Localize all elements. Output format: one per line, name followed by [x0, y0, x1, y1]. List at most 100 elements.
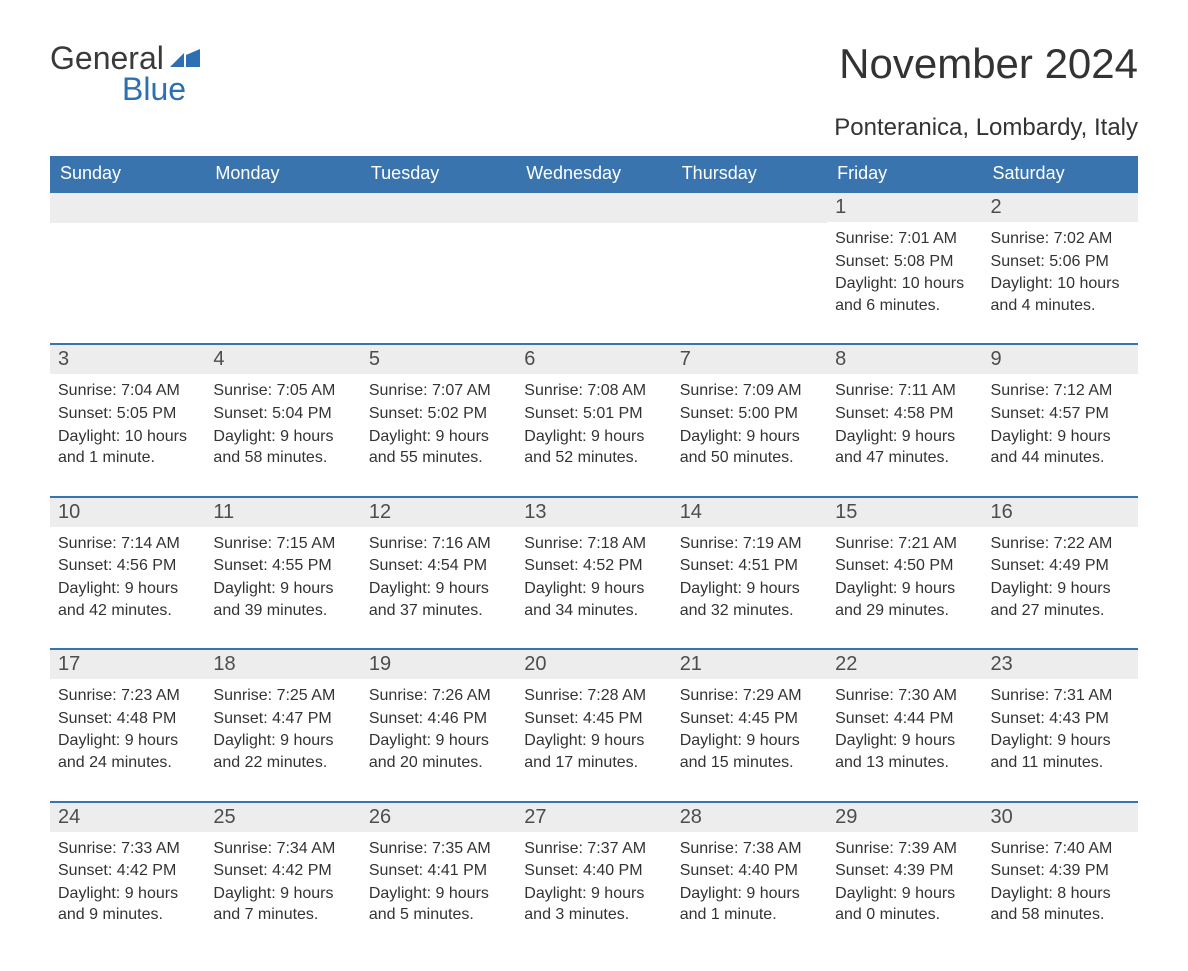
day-cell: 5Sunrise: 7:07 AMSunset: 5:02 PMDaylight…	[361, 345, 516, 473]
day-details: Sunrise: 7:33 AMSunset: 4:42 PMDaylight:…	[50, 832, 205, 931]
day-number: 19	[361, 650, 516, 679]
daylight-text: Daylight: 9 hours and 3 minutes.	[524, 883, 663, 926]
day-details: Sunrise: 7:38 AMSunset: 4:40 PMDaylight:…	[672, 832, 827, 931]
day-details: Sunrise: 7:34 AMSunset: 4:42 PMDaylight:…	[205, 832, 360, 931]
day-number: 5	[361, 345, 516, 374]
day-cell: 9Sunrise: 7:12 AMSunset: 4:57 PMDaylight…	[983, 345, 1138, 473]
day-number: 26	[361, 803, 516, 832]
day-details: Sunrise: 7:29 AMSunset: 4:45 PMDaylight:…	[672, 679, 827, 778]
daylight-text: Daylight: 8 hours and 58 minutes.	[991, 883, 1130, 926]
day-cell: 10Sunrise: 7:14 AMSunset: 4:56 PMDayligh…	[50, 498, 205, 626]
day-number	[672, 193, 827, 223]
location-text: Ponteranica, Lombardy, Italy	[50, 114, 1138, 142]
day-number: 3	[50, 345, 205, 374]
weekday-header: Wednesday	[516, 156, 671, 191]
day-cell: 16Sunrise: 7:22 AMSunset: 4:49 PMDayligh…	[983, 498, 1138, 626]
day-cell: 22 Sunrise: 7:30 AMSunset: 4:44 PMDayligh…	[827, 650, 982, 778]
sunrise-text: Sunrise: 7:38 AM	[680, 838, 819, 860]
day-cell: 19Sunrise: 7:26 AMSunset: 4:46 PMDayligh…	[361, 650, 516, 778]
day-number: 2	[983, 193, 1138, 222]
weekday-header: Friday	[827, 156, 982, 191]
daylight-text: Daylight: 9 hours and 37 minutes.	[369, 578, 508, 621]
day-cell: 18Sunrise: 7:25 AMSunset: 4:47 PMDayligh…	[205, 650, 360, 778]
sunrise-text: Sunrise: 7:18 AM	[524, 533, 663, 555]
day-details: Sunrise: 7:35 AMSunset: 4:41 PMDaylight:…	[361, 832, 516, 931]
day-cell: 28Sunrise: 7:38 AMSunset: 4:40 PMDayligh…	[672, 803, 827, 931]
day-number: 30	[983, 803, 1138, 832]
day-details: Sunrise: 7:09 AMSunset: 5:00 PMDaylight:…	[672, 374, 827, 473]
day-number: 11	[205, 498, 360, 527]
day-cell	[50, 193, 205, 321]
day-cell: 2Sunrise: 7:02 AMSunset: 5:06 PMDaylight…	[983, 193, 1138, 321]
day-number: 18	[205, 650, 360, 679]
day-details: Sunrise: 7:25 AMSunset: 4:47 PMDaylight:…	[205, 679, 360, 778]
day-details: Sunrise: 7:22 AMSunset: 4:49 PMDaylight:…	[983, 527, 1138, 626]
sunset-text: Sunset: 4:50 PM	[835, 555, 974, 577]
sunrise-text: Sunrise: 7:35 AM	[369, 838, 508, 860]
sunrise-text: Sunrise: 7:23 AM	[58, 685, 197, 707]
daylight-text: Daylight: 9 hours and 50 minutes.	[680, 426, 819, 469]
daylight-text: Daylight: 9 hours and 11 minutes.	[991, 730, 1130, 773]
day-number: 21	[672, 650, 827, 679]
day-number: 12	[361, 498, 516, 527]
sunset-text: Sunset: 4:46 PM	[369, 708, 508, 730]
daylight-text: Daylight: 9 hours and 5 minutes.	[369, 883, 508, 926]
week-row: 24Sunrise: 7:33 AMSunset: 4:42 PMDayligh…	[50, 801, 1138, 931]
daylight-text: Daylight: 9 hours and 0 minutes.	[835, 883, 974, 926]
day-cell: 20Sunrise: 7:28 AMSunset: 4:45 PMDayligh…	[516, 650, 671, 778]
daylight-text: Daylight: 9 hours and 22 minutes.	[213, 730, 352, 773]
day-number: 1	[827, 193, 982, 222]
sunset-text: Sunset: 4:44 PM	[835, 708, 974, 730]
daylight-text: Daylight: 9 hours and 9 minutes.	[58, 883, 197, 926]
sunrise-text: Sunrise: 7:37 AM	[524, 838, 663, 860]
day-cell: 14Sunrise: 7:19 AMSunset: 4:51 PMDayligh…	[672, 498, 827, 626]
week-row: 3Sunrise: 7:04 AMSunset: 5:05 PMDaylight…	[50, 343, 1138, 473]
sunset-text: Sunset: 4:55 PM	[213, 555, 352, 577]
sunrise-text: Sunrise: 7:16 AM	[369, 533, 508, 555]
day-details: Sunrise: 7:11 AMSunset: 4:58 PMDaylight:…	[827, 374, 982, 473]
day-cell: 3Sunrise: 7:04 AMSunset: 5:05 PMDaylight…	[50, 345, 205, 473]
day-number: 9	[983, 345, 1138, 374]
daylight-text: Daylight: 9 hours and 44 minutes.	[991, 426, 1130, 469]
sunrise-text: Sunrise: 7:28 AM	[524, 685, 663, 707]
sunrise-text: Sunrise: 7:04 AM	[58, 380, 197, 402]
sunrise-text: Sunrise: 7:21 AM	[835, 533, 974, 555]
sunrise-text: Sunrise: 7:07 AM	[369, 380, 508, 402]
day-number: 10	[50, 498, 205, 527]
daylight-text: Daylight: 9 hours and 52 minutes.	[524, 426, 663, 469]
weekday-header: Saturday	[983, 156, 1138, 191]
sunset-text: Sunset: 4:51 PM	[680, 555, 819, 577]
day-cell: 15Sunrise: 7:21 AMSunset: 4:50 PMDayligh…	[827, 498, 982, 626]
day-cell: 27Sunrise: 7:37 AMSunset: 4:40 PMDayligh…	[516, 803, 671, 931]
day-details: Sunrise: 7:39 AMSunset: 4:39 PMDaylight:…	[827, 832, 982, 931]
day-number	[361, 193, 516, 223]
weekday-header: Monday	[205, 156, 360, 191]
sunset-text: Sunset: 4:40 PM	[680, 860, 819, 882]
sunrise-text: Sunrise: 7:30 AM	[835, 685, 974, 707]
daylight-text: Daylight: 9 hours and 42 minutes.	[58, 578, 197, 621]
day-details: Sunrise: 7:14 AMSunset: 4:56 PMDaylight:…	[50, 527, 205, 626]
sunset-text: Sunset: 4:45 PM	[680, 708, 819, 730]
day-number: 24	[50, 803, 205, 832]
week-row: 1Sunrise: 7:01 AMSunset: 5:08 PMDaylight…	[50, 191, 1138, 321]
day-number: 15	[827, 498, 982, 527]
week-row: 10Sunrise: 7:14 AMSunset: 4:56 PMDayligh…	[50, 496, 1138, 626]
day-number: 22	[827, 650, 982, 679]
day-details: Sunrise: 7:15 AMSunset: 4:55 PMDaylight:…	[205, 527, 360, 626]
sunset-text: Sunset: 4:54 PM	[369, 555, 508, 577]
sunrise-text: Sunrise: 7:25 AM	[213, 685, 352, 707]
sunset-text: Sunset: 5:04 PM	[213, 403, 352, 425]
sunrise-text: Sunrise: 7:39 AM	[835, 838, 974, 860]
day-number: 28	[672, 803, 827, 832]
day-details: Sunrise: 7:40 AMSunset: 4:39 PMDaylight:…	[983, 832, 1138, 931]
weekday-header-row: SundayMondayTuesdayWednesdayThursdayFrid…	[50, 156, 1138, 191]
sunset-text: Sunset: 5:00 PM	[680, 403, 819, 425]
daylight-text: Daylight: 9 hours and 13 minutes.	[835, 730, 974, 773]
day-number: 29	[827, 803, 982, 832]
sunrise-text: Sunrise: 7:15 AM	[213, 533, 352, 555]
sunset-text: Sunset: 4:39 PM	[835, 860, 974, 882]
day-cell: 24Sunrise: 7:33 AMSunset: 4:42 PMDayligh…	[50, 803, 205, 931]
day-cell: 12 Sunrise: 7:16 AMSunset: 4:54 PMDayligh…	[361, 498, 516, 626]
day-cell: 17Sunrise: 7:23 AMSunset: 4:48 PMDayligh…	[50, 650, 205, 778]
day-details: Sunrise: 7:23 AMSunset: 4:48 PMDaylight:…	[50, 679, 205, 778]
